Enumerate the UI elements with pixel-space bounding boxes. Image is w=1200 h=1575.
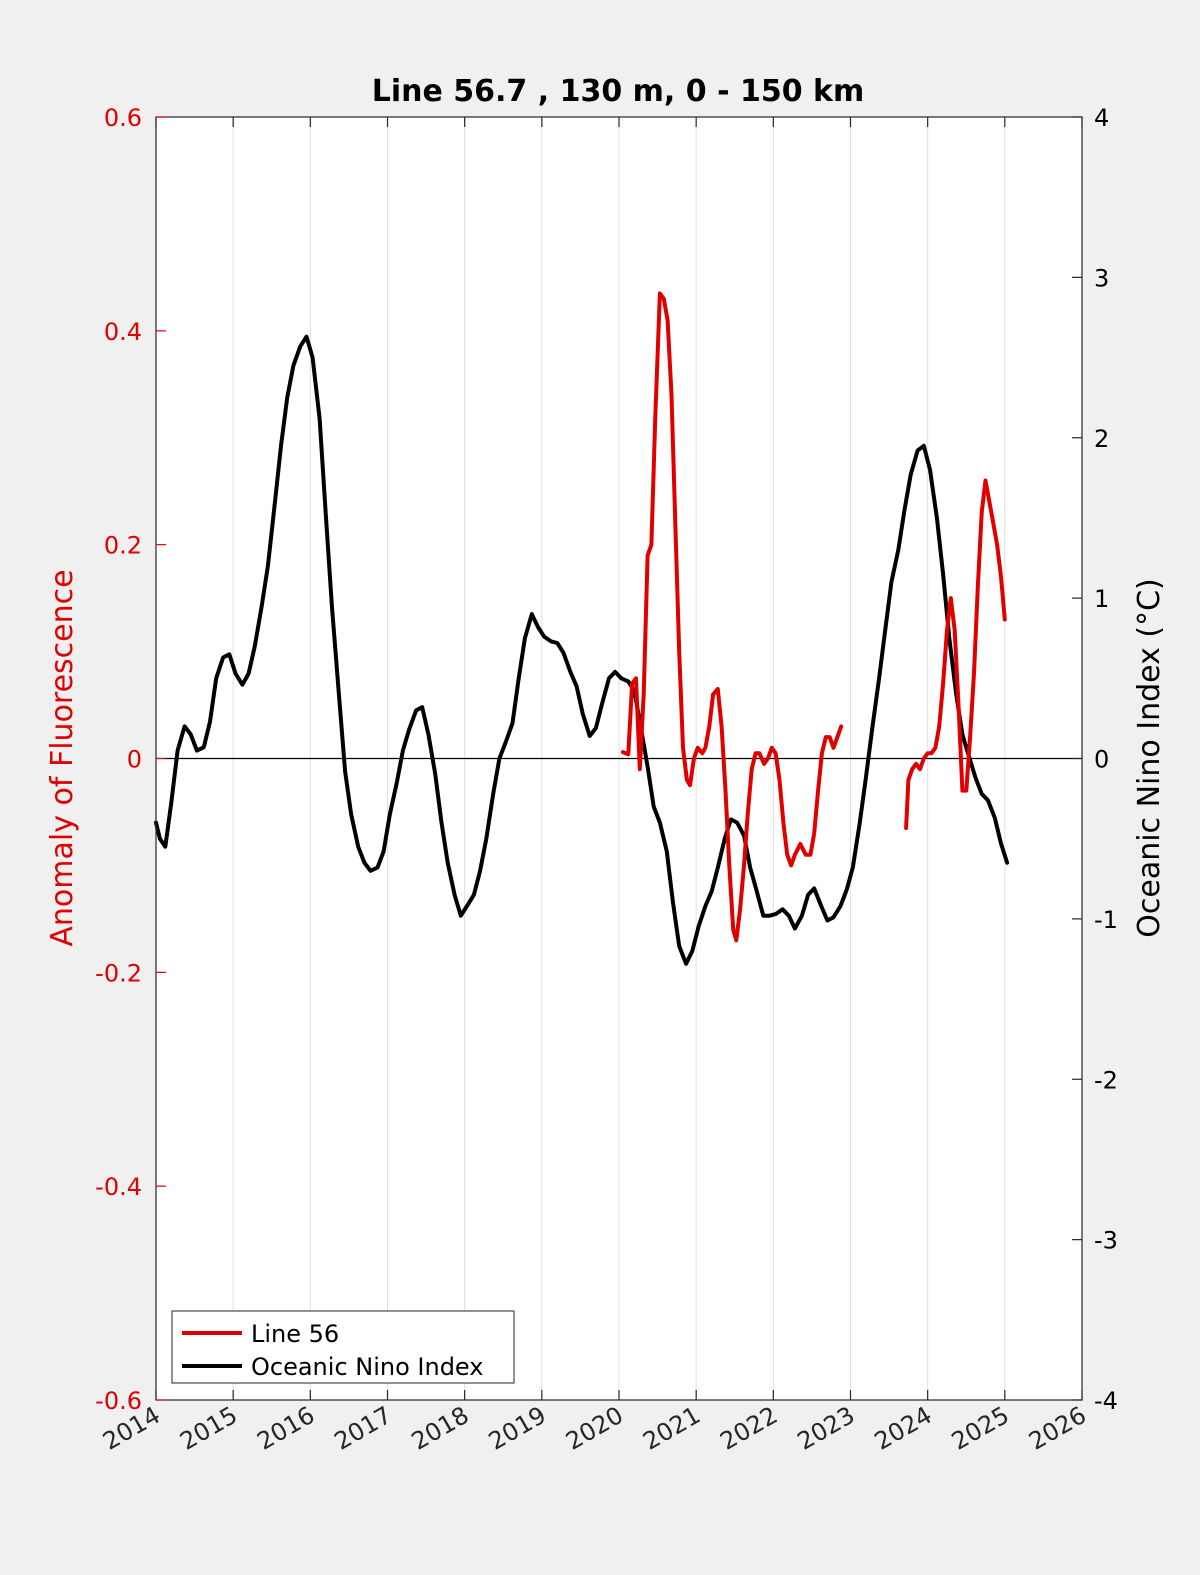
legend-box xyxy=(171,1310,515,1384)
x-tick-label: 2022 xyxy=(715,1401,782,1456)
series-layer xyxy=(154,291,1010,966)
y-axis-label-left: Anomaly of Fluorescence xyxy=(45,569,80,946)
y-right-tick-label: 0 xyxy=(1094,746,1109,774)
y-right-tick-label: -3 xyxy=(1094,1227,1118,1255)
chart-title: Line 56.7 , 130 m, 0 - 150 km xyxy=(372,74,865,109)
legend-label-oni: Oceanic Nino Index xyxy=(251,1353,483,1381)
y-left-tick-label: 0.6 xyxy=(104,104,142,132)
x-tick-label: 2025 xyxy=(947,1401,1014,1456)
y-right-tick-label: -2 xyxy=(1094,1066,1118,1094)
x-tick-label: 2016 xyxy=(252,1401,319,1456)
y-left-tick-label: -0.2 xyxy=(95,959,142,987)
y-right-tick-label: 2 xyxy=(1094,425,1109,453)
y-left-tick-label: 0.2 xyxy=(104,532,142,560)
tick-marks xyxy=(155,116,1083,1401)
x-ticks: 2014 2015 2016 2017 2018 2019 2020 2021 2022 2023… xyxy=(98,1401,1091,1456)
x-tick-label: 2017 xyxy=(330,1401,397,1456)
x-tick-label: 2023 xyxy=(793,1401,860,1456)
legend-label-line-56: Line 56 xyxy=(251,1320,339,1348)
y-left-tick-label: -0.6 xyxy=(95,1387,142,1415)
x-tick-label: 2020 xyxy=(561,1401,628,1456)
y-right-tick-label: -4 xyxy=(1094,1387,1118,1415)
x-tick-label: 2026 xyxy=(1024,1401,1091,1456)
legend: Line 56 Oceanic Nino Index xyxy=(171,1310,515,1384)
y-right-tick-label: 1 xyxy=(1094,585,1109,613)
y-right-tick-label: -1 xyxy=(1094,906,1118,934)
y-right-tick-label: 4 xyxy=(1094,104,1109,132)
x-tick-label: 2021 xyxy=(638,1401,705,1456)
y-axis-label-right: Oceanic Nino Index (°C) xyxy=(1132,578,1167,938)
x-tick-label: 2018 xyxy=(407,1401,474,1456)
series-line-56 xyxy=(620,291,844,943)
x-tick-label: 2024 xyxy=(870,1401,937,1456)
y-left-tick-label: 0 xyxy=(127,746,142,774)
y-left-tick-label: -0.4 xyxy=(95,1173,142,1201)
y-right-tick-label: 3 xyxy=(1094,264,1109,292)
series-oceanic-nino-index xyxy=(154,334,1010,966)
series-line-56 xyxy=(904,478,1007,830)
y-ticks-left: -0.6 -0.4 -0.2 0 0.2 0.4 0.6 xyxy=(95,104,142,1415)
y-ticks-right: -4 -3 -2 -1 0 1 2 3 4 xyxy=(1094,104,1118,1415)
y-left-tick-label: 0.4 xyxy=(104,318,142,346)
x-tick-label: 2019 xyxy=(484,1401,551,1456)
x-tick-label: 2015 xyxy=(175,1401,242,1456)
